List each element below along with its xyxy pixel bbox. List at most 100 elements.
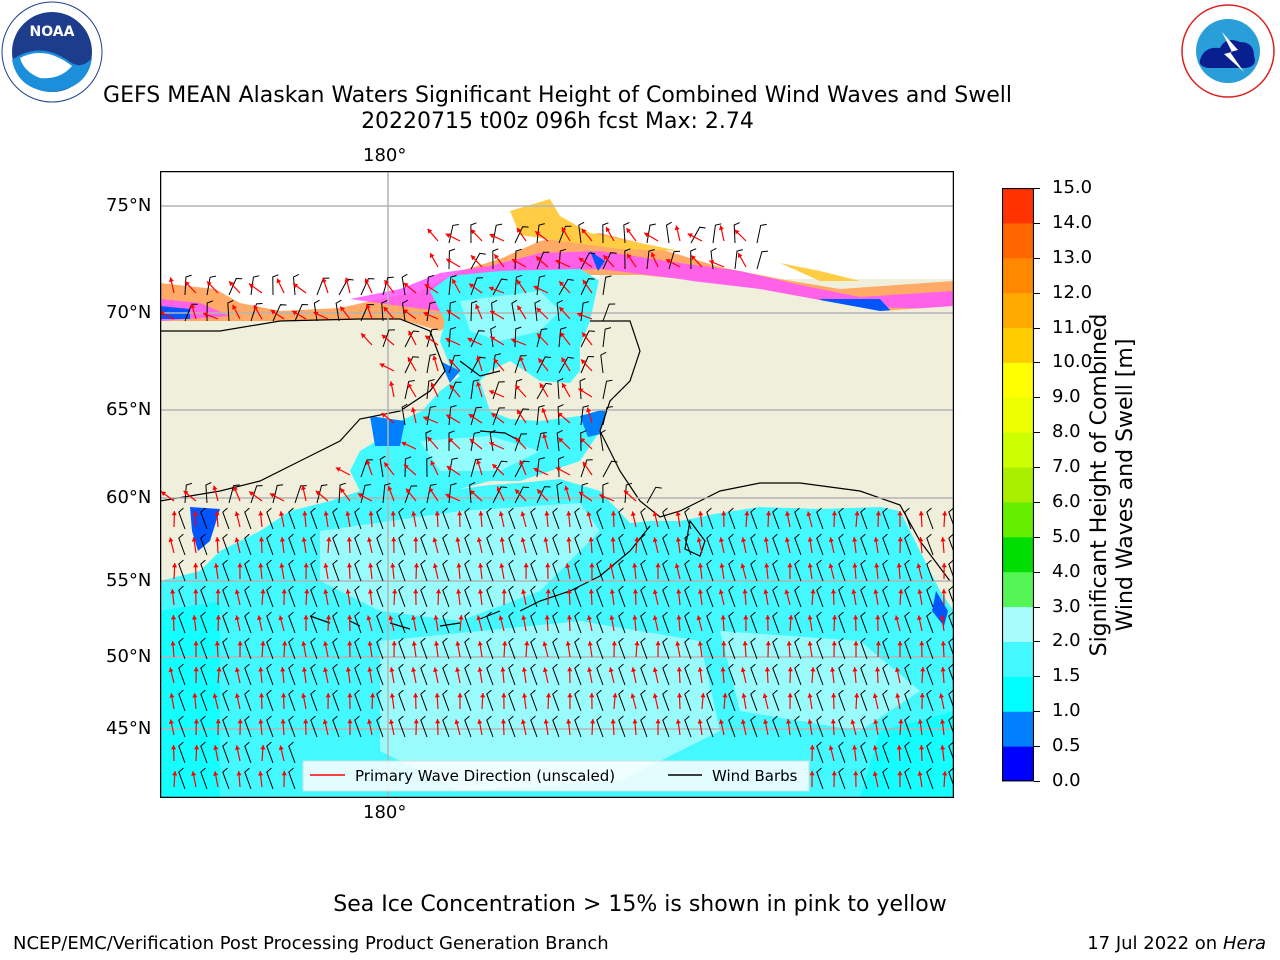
wind-barb: [690, 226, 706, 244]
wind-barb: [244, 741, 252, 764]
wind-barb: [640, 611, 648, 634]
wave-arrow-head: [445, 493, 451, 499]
wave-arrow-head: [522, 693, 528, 698]
wave-arrow-head: [325, 693, 331, 698]
wave-arrow-head: [325, 615, 332, 620]
wave-arrow-head: [469, 283, 474, 289]
wind-barb: [904, 689, 912, 712]
wind-barb: [338, 482, 346, 504]
wind-barb: [816, 611, 824, 634]
wind-barb: [816, 559, 824, 582]
wind-barb: [514, 433, 528, 452]
wind-barb: [448, 457, 458, 478]
wind-barb: [448, 300, 457, 322]
wind-barb: [728, 715, 736, 738]
wind-barb: [200, 585, 208, 608]
wind-barb: [816, 637, 824, 660]
wave-arrow-head: [170, 641, 176, 646]
wave-arrow-head: [445, 337, 451, 343]
wave-arrow-head: [492, 464, 498, 469]
wave-arrow-head: [347, 615, 353, 620]
wind-barb: [266, 507, 274, 530]
wave-arrow-head: [608, 667, 614, 673]
wind-barb: [398, 507, 406, 530]
wave-arrow-head: [676, 667, 682, 672]
wave-arrow-head: [698, 563, 704, 568]
wave-arrow-head: [582, 461, 588, 467]
wind-barb: [904, 741, 912, 764]
wind-barb: [178, 689, 186, 712]
wave-arrow-head: [477, 667, 483, 672]
wave-arrow-head: [511, 338, 517, 343]
wave-arrow-head: [674, 225, 680, 231]
latitude-label-70: 70°N: [106, 302, 152, 323]
wave-arrow-head: [742, 589, 748, 594]
wave-arrow-head: [496, 486, 502, 492]
wave-arrow-head: [413, 719, 419, 724]
wave-arrow-head: [536, 307, 542, 313]
latitude-label-75: 75°N: [106, 195, 152, 216]
wave-arrow-head: [743, 615, 749, 620]
colorbar-tick-label: 15.0: [1052, 177, 1093, 198]
wave-arrow-head: [435, 589, 442, 594]
wave-arrow-head: [276, 278, 282, 284]
wave-arrow-head: [301, 667, 307, 672]
wave-arrow-head: [634, 537, 640, 542]
wave-arrow-head: [471, 255, 476, 261]
wind-barb: [530, 611, 538, 634]
wind-barb: [552, 611, 560, 634]
wave-arrow-head: [457, 511, 463, 516]
wave-arrow-head: [718, 225, 724, 231]
wind-barb: [292, 273, 300, 296]
wind-barb: [640, 637, 648, 660]
wave-arrow-head: [687, 233, 693, 238]
wave-arrow-head: [448, 437, 454, 443]
wave-arrow-head: [381, 334, 387, 340]
wave-arrow-head: [700, 693, 706, 698]
wind-barb: [668, 250, 681, 270]
wave-arrow-head: [468, 414, 474, 419]
wave-arrow-head: [851, 589, 857, 594]
wind-barb: [662, 715, 670, 738]
wave-arrow-head: [282, 641, 288, 646]
wind-barb: [662, 533, 670, 556]
wind-barb: [552, 507, 560, 530]
wave-arrow-head: [632, 615, 638, 620]
wave-arrow-head: [425, 335, 430, 341]
wind-barb: [624, 248, 631, 270]
wave-arrow-head: [458, 615, 464, 620]
wave-arrow-head: [369, 693, 376, 698]
wind-barb: [178, 507, 186, 530]
wind-barb: [602, 406, 613, 426]
wave-arrow-head: [610, 511, 616, 516]
wave-arrow-head: [741, 693, 747, 698]
wave-arrow-head: [608, 563, 614, 569]
wave-arrow-head: [740, 563, 746, 569]
wind-barb: [335, 299, 342, 322]
wind-barb: [514, 355, 527, 374]
wave-arrow-head: [234, 667, 240, 673]
wind-barb: [266, 533, 274, 556]
wave-arrow-head: [237, 719, 243, 724]
wind-barb: [706, 663, 714, 686]
wave-arrow-head: [435, 719, 441, 724]
wave-arrow-head: [477, 719, 483, 724]
wind-barb: [200, 507, 208, 530]
wave-arrow-head: [184, 281, 190, 287]
wave-arrow-head: [537, 489, 542, 495]
wave-arrow-head: [632, 589, 639, 594]
wave-arrow-head: [475, 304, 480, 310]
wind-barb: [332, 663, 340, 686]
wind-barb: [354, 715, 362, 738]
wave-arrow-head: [784, 589, 790, 595]
wave-arrow-head: [741, 537, 747, 543]
wave-arrow-head: [675, 511, 681, 516]
wind-barb: [794, 559, 802, 582]
wind-barb: [596, 507, 604, 530]
colorbar-label-line2: Wind Waves and Swell [m]: [1113, 338, 1138, 632]
wind-barb: [580, 330, 595, 348]
wind-barb: [354, 585, 362, 608]
wave-arrow-head: [917, 615, 922, 621]
wind-barb: [600, 351, 607, 374]
wave-arrow-head: [561, 357, 566, 363]
